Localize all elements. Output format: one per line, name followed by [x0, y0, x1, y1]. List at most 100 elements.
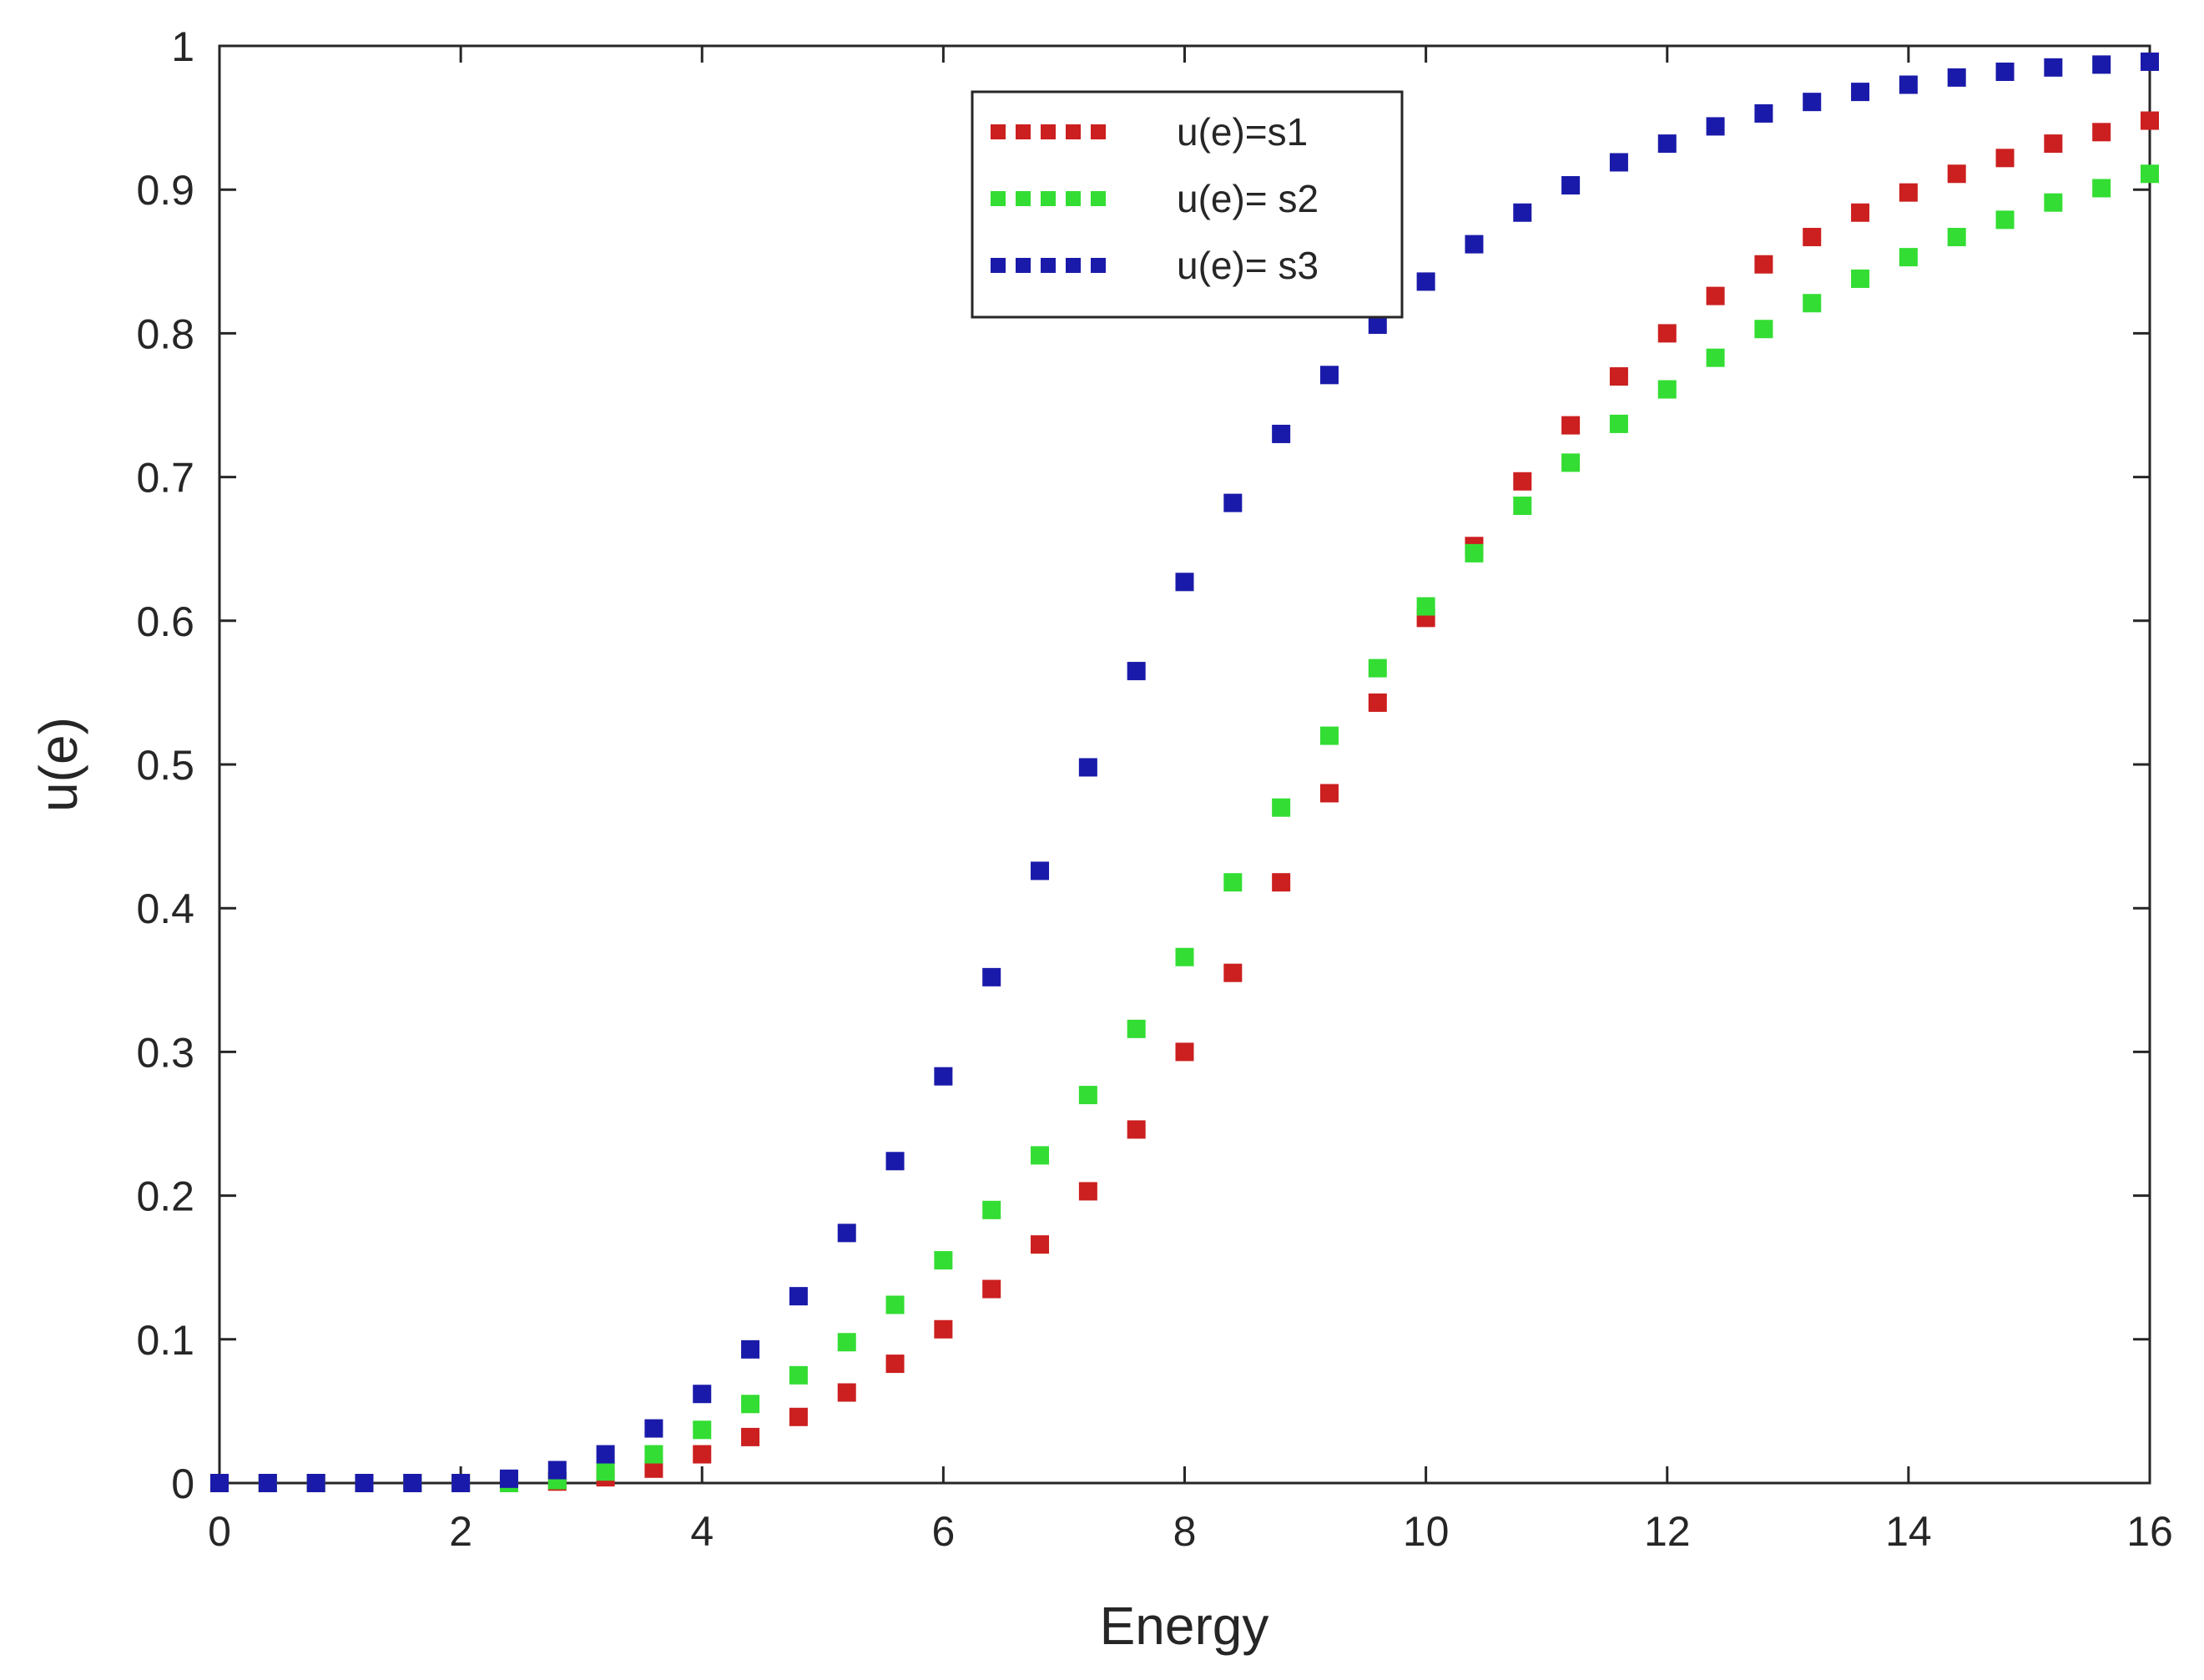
series-2-point [2044, 193, 2063, 212]
series-layer [210, 52, 2159, 1492]
series-3-point [306, 1474, 325, 1492]
series-2-point [1803, 294, 1822, 313]
series-1-point [1175, 1042, 1194, 1062]
series-2-point [1223, 873, 1243, 892]
y-tick-label: 0.3 [136, 1029, 194, 1076]
series-3-point [1754, 103, 1773, 123]
series-3 [210, 52, 2159, 1492]
legend-marker [991, 258, 1006, 273]
series-2-point [982, 1200, 1001, 1219]
series-2-point [1851, 269, 1870, 288]
series-1-point [789, 1407, 808, 1426]
series-3-point [934, 1067, 953, 1086]
series-2-point [1899, 248, 1918, 267]
y-tick-label: 0 [171, 1461, 194, 1507]
series-3-point [1272, 424, 1291, 443]
series-1-point [1754, 255, 1773, 274]
y-tick-label: 0.9 [136, 167, 194, 214]
series-3-point [741, 1339, 760, 1359]
series-1-point [1706, 286, 1725, 305]
series-3-point [1319, 366, 1339, 385]
legend-marker [991, 191, 1006, 206]
series-3-point [2044, 58, 2063, 77]
series-1-point [1899, 183, 1918, 202]
series-2-point [934, 1251, 953, 1270]
x-tick-label: 0 [208, 1508, 231, 1555]
legend-entry-3: u(e)= s3 [991, 244, 1319, 287]
series-2-point [644, 1445, 663, 1464]
legend-marker [1016, 191, 1031, 206]
legend-marker [1066, 124, 1081, 139]
legend-marker [1041, 124, 1056, 139]
series-1-point [934, 1319, 953, 1339]
series-2-point [1078, 1086, 1097, 1105]
series-1-point [1995, 149, 2015, 168]
y-tick-label: 0.6 [136, 598, 194, 645]
series-1-point [1851, 203, 1870, 222]
series-3-point [1609, 153, 1628, 172]
series-1-point [1657, 324, 1677, 343]
legend-label: u(e)= s3 [1177, 244, 1319, 287]
series-3-point [1223, 493, 1243, 512]
series-2-point [1368, 658, 1387, 678]
series-3-point [1416, 272, 1435, 291]
series-3-point [1175, 573, 1194, 592]
series-2-point [2141, 164, 2159, 184]
legend-marker [1091, 191, 1106, 206]
y-tick-label: 0.7 [136, 455, 194, 502]
series-2-point [1754, 320, 1773, 339]
legend: u(e)=s1 u(e)= s2 u(e)= s3 [971, 90, 1404, 319]
y-tick-label: 0.2 [136, 1173, 194, 1220]
series-3-point [2141, 52, 2159, 71]
y-tick-label: 0.4 [136, 885, 194, 932]
x-tick-label: 14 [1885, 1508, 1932, 1555]
legend-marker [991, 124, 1006, 139]
series-1-point [982, 1279, 1001, 1299]
series-1-point [1078, 1182, 1097, 1201]
series-2-point [1031, 1146, 1050, 1165]
series-1-point [1127, 1120, 1146, 1139]
series-3-point [693, 1385, 712, 1404]
series-3-point [1851, 83, 1870, 102]
legend-label: u(e)= s2 [1177, 177, 1319, 220]
legend-marker [1016, 258, 1031, 273]
x-tick-label: 8 [1173, 1508, 1197, 1555]
series-1-point [837, 1383, 856, 1402]
series-1-point [644, 1459, 663, 1478]
series-3-point [2092, 55, 2111, 74]
series-1-point [741, 1427, 760, 1446]
series-2-point [837, 1333, 856, 1352]
series-3-point [885, 1152, 905, 1171]
series-3-point [1031, 861, 1050, 880]
series-1-point [1513, 472, 1532, 491]
series-3-point [1803, 93, 1822, 112]
series-2-point [1706, 348, 1725, 367]
series-3-point [982, 967, 1001, 986]
series-3-point [1899, 75, 1918, 94]
series-1-point [1947, 164, 1966, 184]
legend-marker [1066, 191, 1081, 206]
series-2-point [741, 1395, 760, 1414]
x-tick-labels: 0 2 4 6 8 10 12 14 16 [208, 1508, 2173, 1555]
x-tick-label: 12 [1644, 1508, 1691, 1555]
series-2-point [1995, 210, 2015, 230]
series-2-point [1657, 380, 1677, 399]
series-2-point [1319, 726, 1339, 745]
series-2-point [596, 1462, 615, 1481]
legend-entry-1: u(e)=s1 [991, 110, 1308, 154]
legend-marker [1091, 124, 1106, 139]
series-2-point [1513, 497, 1532, 516]
series-1-point [2044, 134, 2063, 154]
y-tick-label: 0.1 [136, 1317, 194, 1364]
x-tick-label: 4 [690, 1508, 714, 1555]
y-tick-label: 0.8 [136, 310, 194, 357]
series-3-point [1995, 62, 2015, 81]
series-3-point [403, 1474, 422, 1492]
series-3-point [451, 1474, 471, 1492]
x-tick-label: 6 [931, 1508, 955, 1555]
series-3-point [1513, 203, 1532, 222]
series-2-point [1947, 228, 1966, 247]
series-3-point [1706, 117, 1725, 136]
series-3-point [499, 1469, 518, 1488]
